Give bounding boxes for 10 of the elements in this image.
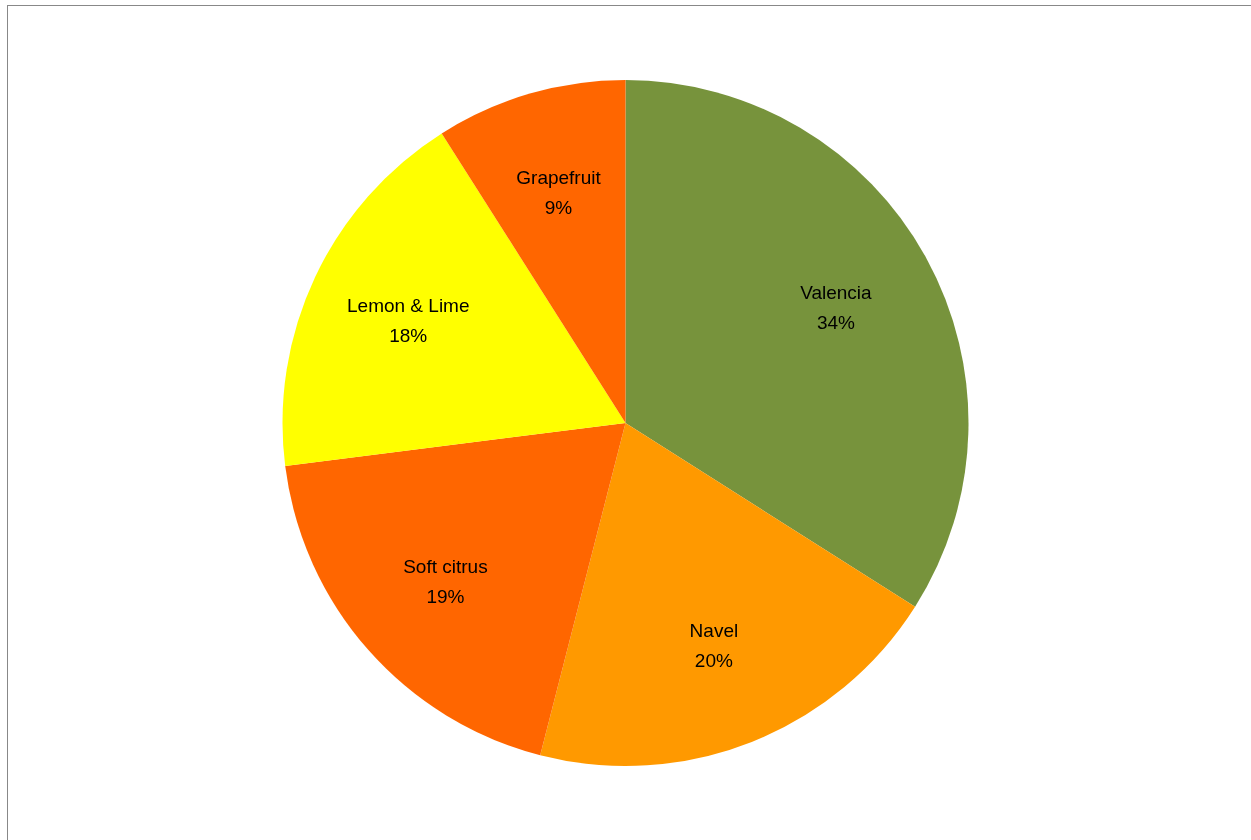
data-label: 34% — [816, 311, 856, 333]
data-label: 19% — [426, 586, 465, 608]
slice-label: Lemon & Lime — [346, 295, 470, 316]
slice-label: Grapefruit — [516, 166, 602, 188]
data-label: 9% — [544, 196, 573, 218]
data-label: 20% — [694, 650, 733, 672]
slice-label: Navel — [689, 620, 739, 642]
slice-label: Soft citrus — [403, 556, 488, 578]
slice-label: Valencia — [800, 281, 873, 303]
data-label: 18% — [389, 325, 428, 346]
